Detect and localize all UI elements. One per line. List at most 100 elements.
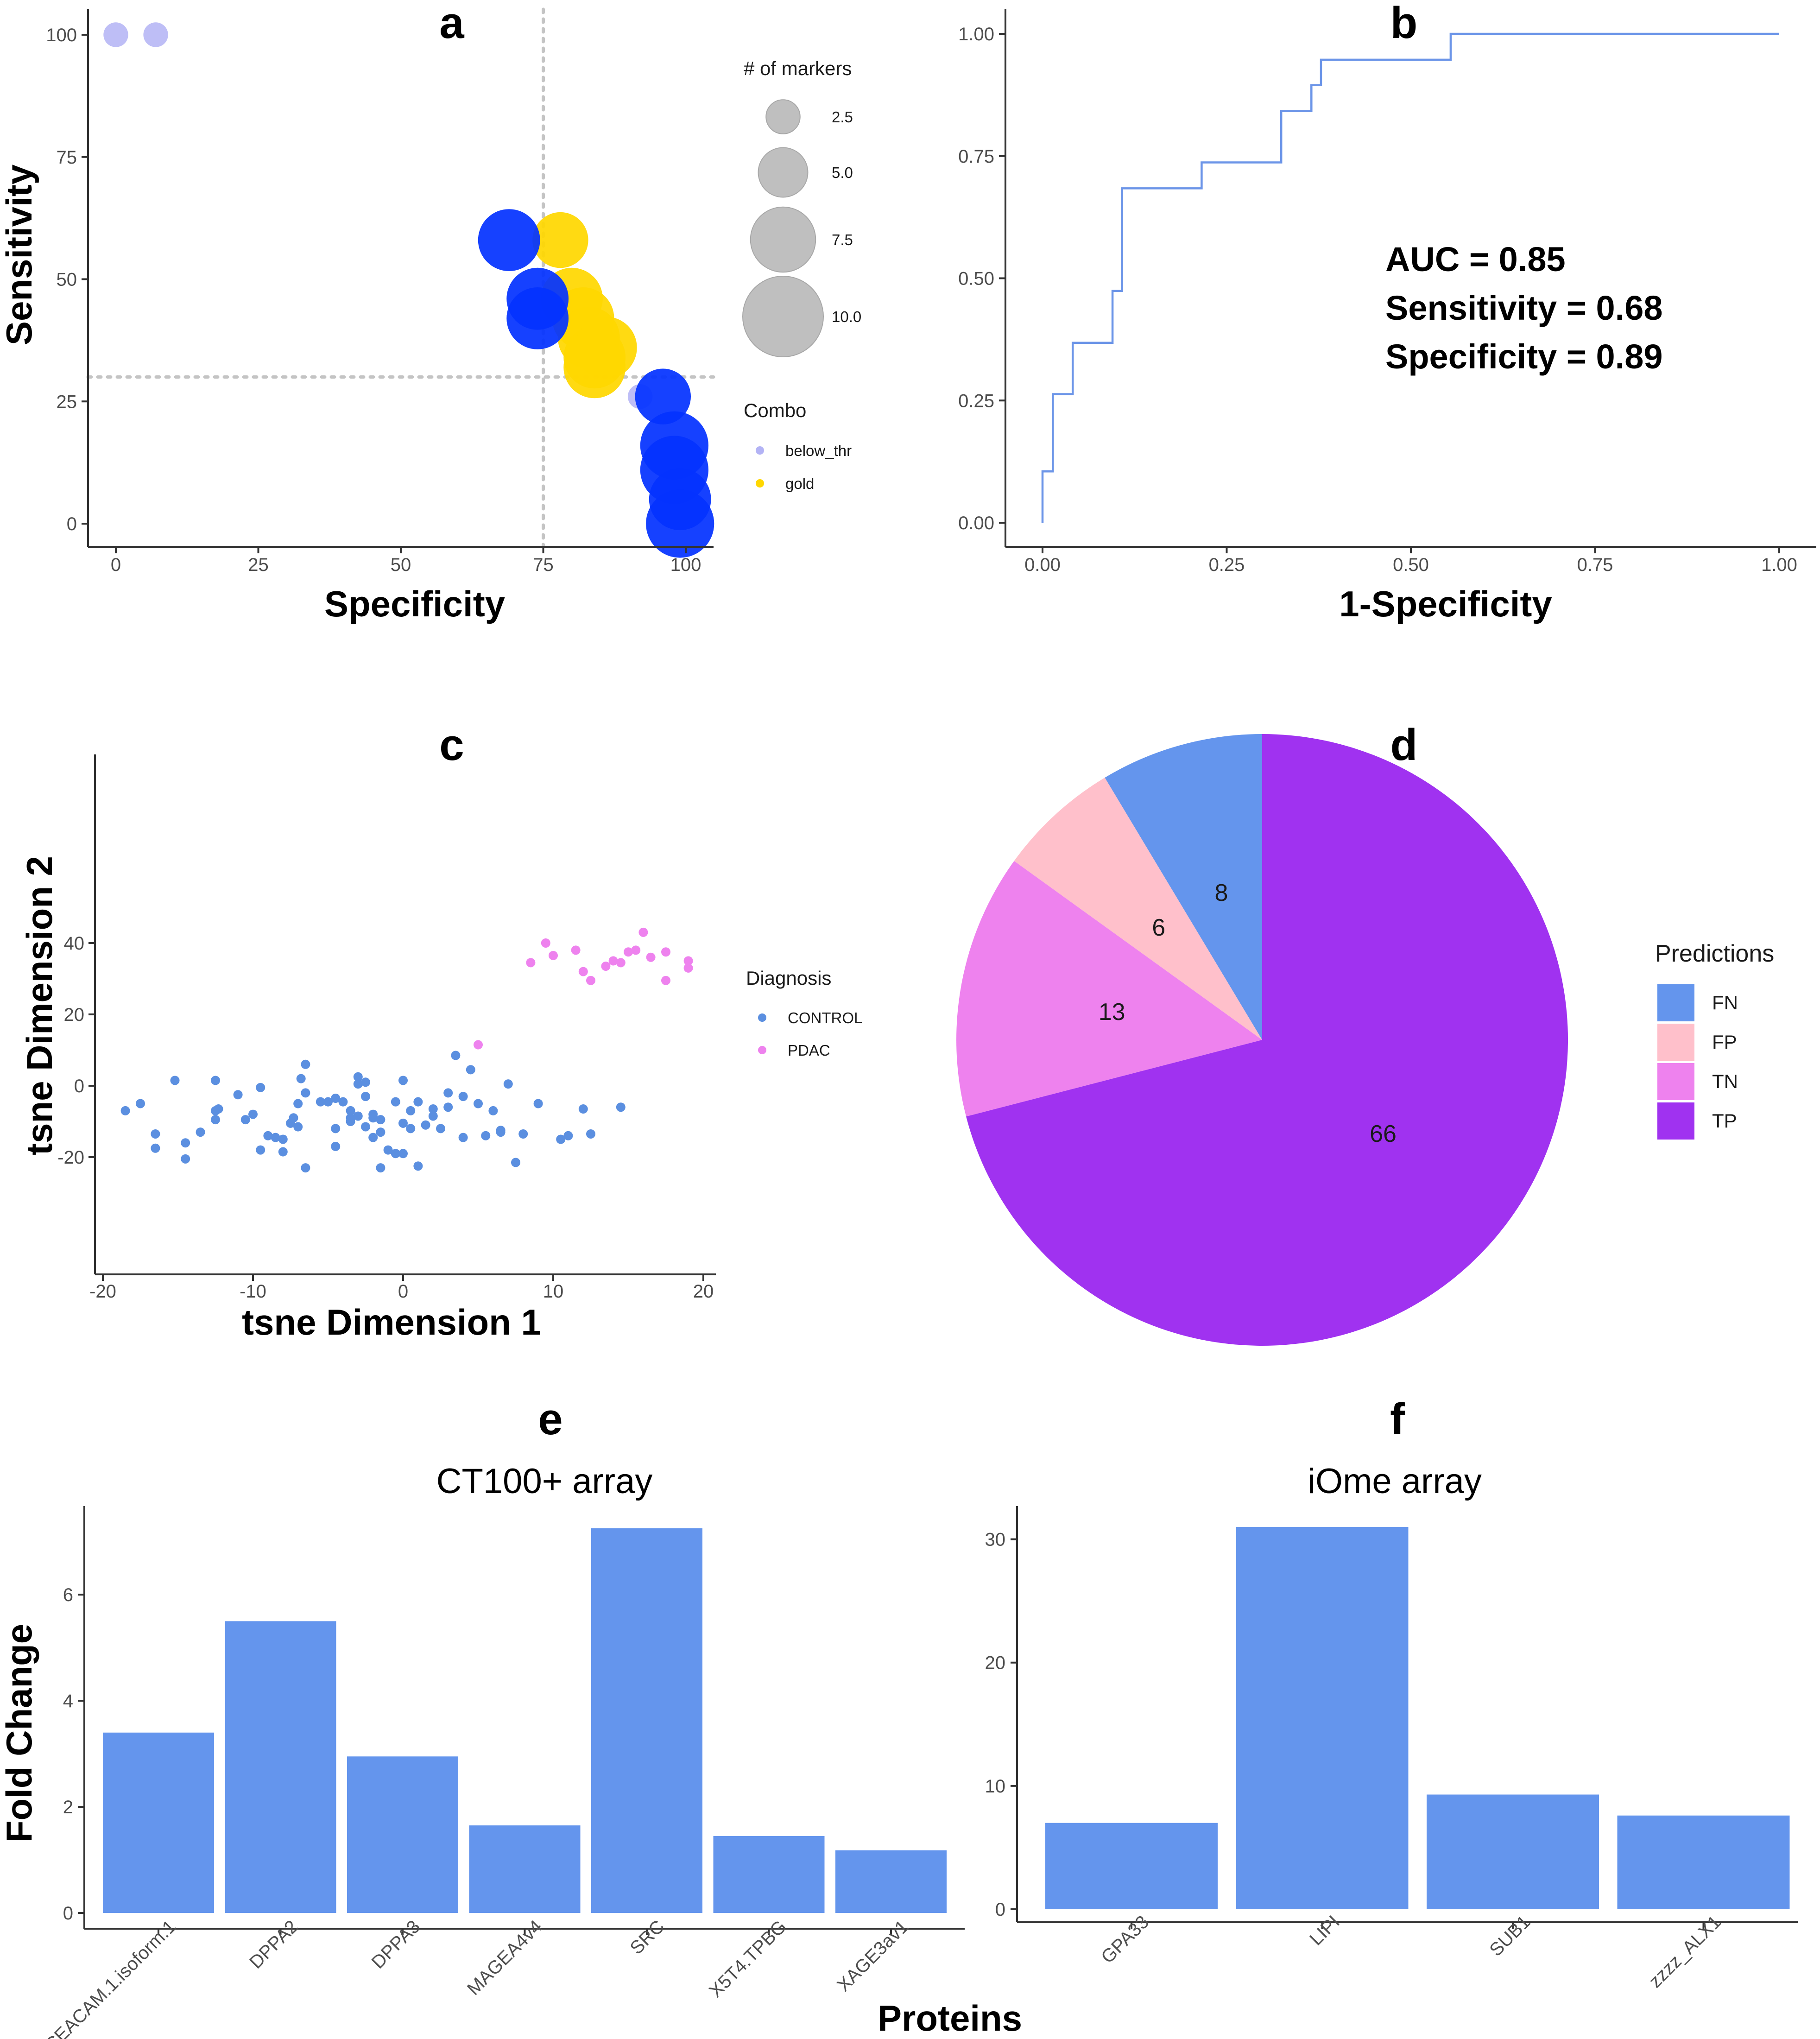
x-tick-label: LIPI <box>1306 1912 1343 1949</box>
panel-label-a: a <box>439 0 464 48</box>
bar-ceacam-1-isoform-1 <box>103 1732 214 1913</box>
legend-diagnosis-label: CONTROL <box>788 1009 862 1026</box>
proteins-xlabel: Proteins <box>878 1998 1022 2039</box>
bar-xage3av1 <box>835 1850 947 1913</box>
panel-a-ylabel: Sensitivity <box>0 165 39 345</box>
marker-combo-point-blue-3 <box>635 368 691 424</box>
tsne-point-control-15 <box>278 1134 288 1144</box>
tsne-point-control-13 <box>263 1131 273 1140</box>
marker-combo-point-gold-6 <box>563 336 626 399</box>
tsne-point-control-4 <box>196 1127 205 1137</box>
tsne-point-control-83 <box>406 1106 416 1115</box>
bar-sub1 <box>1427 1794 1599 1909</box>
y-tick-label: 0.00 <box>958 513 994 533</box>
tsne-point-control-68 <box>578 1104 588 1114</box>
y-tick-label: 10 <box>985 1776 1006 1797</box>
x-tick-label: DPPA2 <box>246 1916 302 1973</box>
x-tick-label: 50 <box>391 555 411 575</box>
tsne-point-control-5 <box>211 1115 220 1125</box>
x-tick-label: 100 <box>670 555 701 575</box>
y-tick-label: 20 <box>64 1005 85 1025</box>
legend-prediction-label: FP <box>1712 1031 1737 1053</box>
tsne-point-control-60 <box>488 1106 498 1115</box>
legend-color-label: below_thr <box>785 442 852 459</box>
x-tick-label: -10 <box>240 1281 266 1302</box>
y-tick-label: 50 <box>57 270 77 290</box>
panel-d-legend: Predictions FN FP TN TP <box>1655 940 1774 1140</box>
legend-diagnosis-label: PDAC <box>788 1042 830 1059</box>
marker-combo-point-below_thr-0 <box>103 22 128 47</box>
tsne-point-control-81 <box>376 1163 385 1173</box>
marker-combo-point-gold-0 <box>532 212 588 268</box>
x-tick-label: SUB1 <box>1485 1912 1534 1960</box>
legend-size-label: 5.0 <box>832 164 853 181</box>
y-tick-label: 0 <box>67 514 77 534</box>
y-tick-label: 0 <box>63 1903 73 1924</box>
x-tick-label: zzzz_ALX1 <box>1645 1912 1725 1992</box>
legend-predictions-title: Predictions <box>1655 940 1774 967</box>
x-tick-label: SRC <box>626 1916 669 1958</box>
panel-label-b: b <box>1390 0 1418 48</box>
x-tick-label: 0.00 <box>1024 555 1061 575</box>
panel-f-bars: iOme array 0 10 20 30 GPA33 LIPI SUB1 zzzz_ALX… <box>985 1462 1798 1992</box>
panel-label-c: c <box>439 720 464 770</box>
legend-size-label: 7.5 <box>832 231 853 248</box>
panel-e-title: CT100+ array <box>436 1462 653 1501</box>
tsne-point-pdac-5 <box>586 975 595 985</box>
tsne-point-control-36 <box>361 1092 370 1102</box>
tsne-point-pdac-7 <box>608 956 618 966</box>
tsne-point-control-53 <box>443 1088 453 1098</box>
tsne-point-control-45 <box>398 1149 408 1159</box>
tsne-point-control-0 <box>151 1129 160 1139</box>
panel-b-xlabel: 1-Specificity <box>1339 583 1552 624</box>
y-tick-label: 75 <box>57 147 77 168</box>
tsne-point-control-14 <box>271 1133 280 1142</box>
tsne-point-control-62 <box>503 1079 513 1089</box>
legend-diagnosis-dot <box>758 1013 766 1022</box>
tsne-point-control-73 <box>181 1154 190 1164</box>
tsne-point-control-70 <box>616 1102 626 1112</box>
tsne-point-control-22 <box>301 1059 310 1069</box>
bar-gpa33 <box>1045 1823 1218 1909</box>
legend-prediction-label: FN <box>1712 992 1738 1013</box>
tsne-point-pdac-17 <box>474 1040 483 1050</box>
legend-color-label: gold <box>785 475 814 492</box>
roc-curve <box>1041 32 1779 523</box>
pie-slice-value-tp: 66 <box>1370 1121 1397 1147</box>
x-tick-label: 0.75 <box>1577 555 1613 575</box>
marker-combo-point-below_thr-1 <box>143 22 168 47</box>
panel-a-scatter: 0 25 50 75 100 0 25 50 75 100 Specificity Sensit… <box>0 7 861 624</box>
legend-combo-title: Combo <box>744 399 806 421</box>
legend-prediction-label: TN <box>1712 1070 1738 1092</box>
legend-prediction-swatch <box>1657 1102 1694 1140</box>
legend-size-circle <box>765 99 801 134</box>
y-tick-label: 6 <box>63 1585 73 1605</box>
tsne-point-control-55 <box>458 1092 468 1102</box>
tsne-point-pdac-6 <box>601 962 611 971</box>
marker-combo-point-blue-7 <box>646 489 714 558</box>
tsne-point-control-57 <box>466 1065 475 1075</box>
tsne-point-control-11 <box>256 1083 265 1092</box>
tsne-point-control-65 <box>533 1099 543 1108</box>
legend-prediction-label: TP <box>1712 1110 1737 1132</box>
tsne-point-control-46 <box>398 1076 408 1085</box>
tsne-point-pdac-12 <box>646 952 656 962</box>
panel-c-ylabel: tsne Dimension 2 <box>19 856 60 1155</box>
tsne-point-control-63 <box>511 1158 520 1167</box>
tsne-point-control-25 <box>323 1097 333 1107</box>
panel-b-roc: 0.00 0.25 0.50 0.75 1.00 0.00 0.25 0.50 0.75 1.0… <box>958 9 1816 624</box>
panel-e-ylabel: Fold Change <box>0 1624 39 1843</box>
specificity-annotation: Specificity = 0.89 <box>1385 337 1663 376</box>
panel-d-pie: 8 6 13 66 Predictions FN FP TN TP <box>956 734 1774 1346</box>
tsne-point-control-42 <box>391 1149 400 1159</box>
x-tick-label: 0.50 <box>1393 555 1429 575</box>
pie-slice-value-fn: 8 <box>1214 880 1228 906</box>
tsne-point-control-43 <box>391 1097 400 1107</box>
tsne-point-control-23 <box>301 1163 310 1173</box>
bar-magea4v4 <box>469 1825 581 1913</box>
legend-size-circle <box>750 206 816 273</box>
tsne-point-control-26 <box>331 1141 341 1151</box>
tsne-point-pdac-8 <box>616 958 626 968</box>
y-tick-label: 0.25 <box>958 391 994 411</box>
